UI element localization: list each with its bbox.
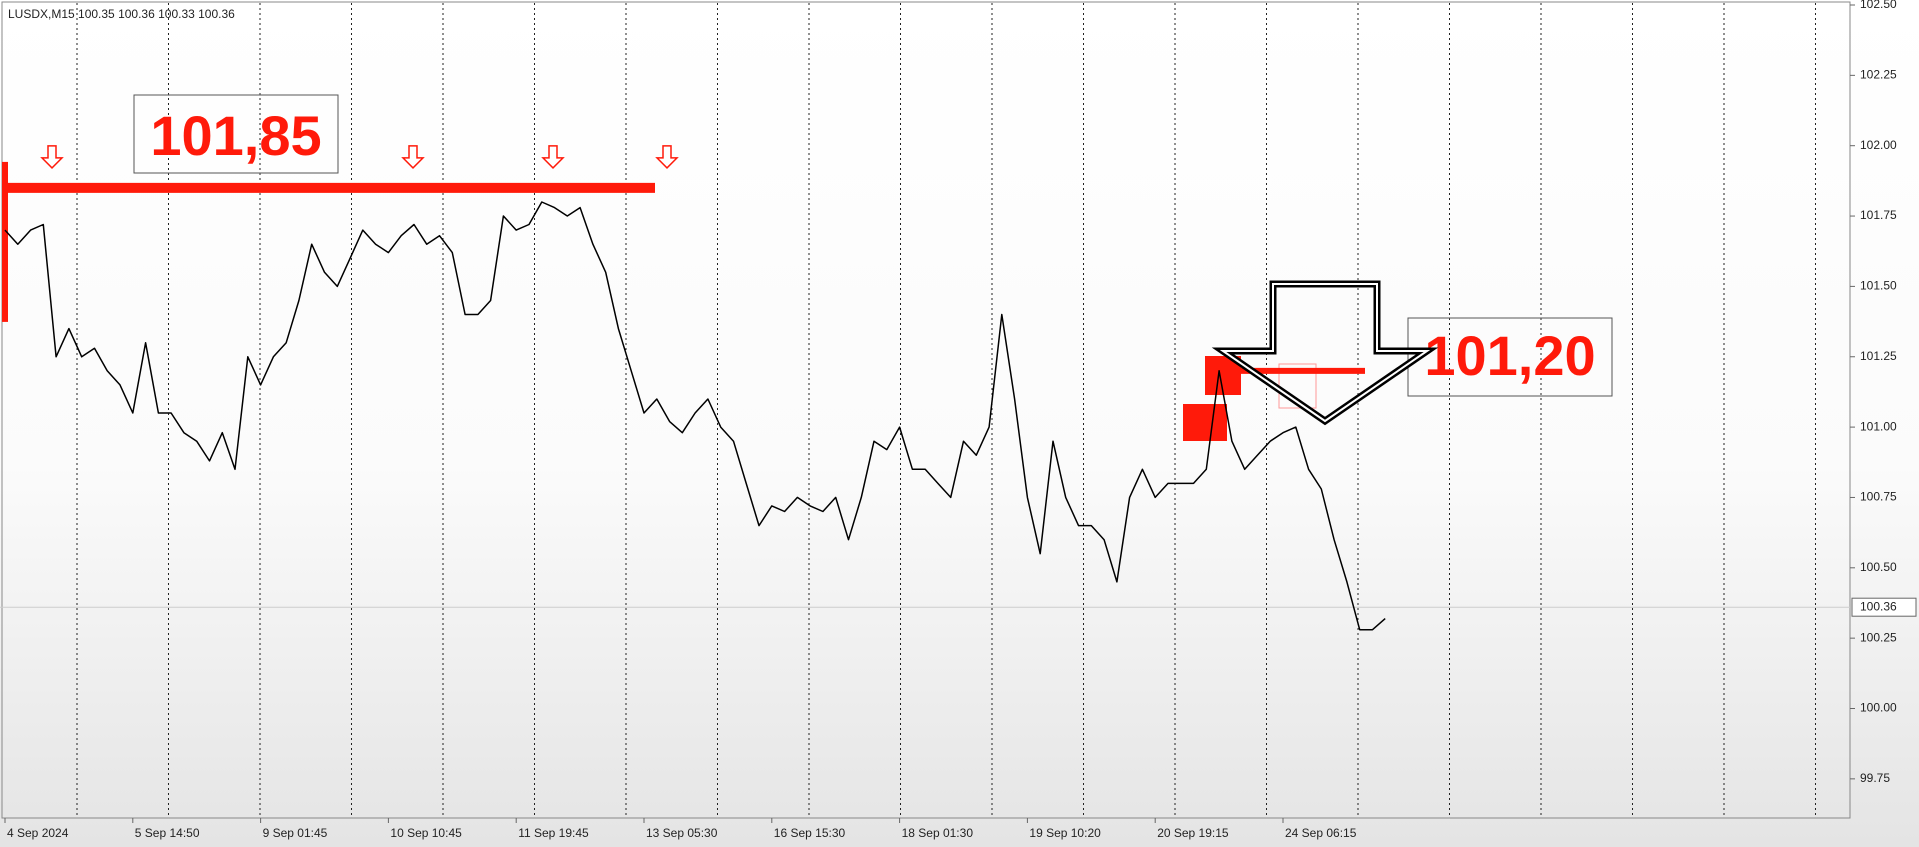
- price-line: [4, 201, 1386, 631]
- y-tick-label: 100.50: [1860, 560, 1897, 574]
- x-tick-label: 9 Sep 01:45: [263, 826, 328, 840]
- y-tick-label: 101.50: [1860, 279, 1897, 293]
- x-tick-label: 4 Sep 2024: [7, 826, 69, 840]
- x-tick-label: 20 Sep 19:15: [1157, 826, 1229, 840]
- x-tick-label: 24 Sep 06:15: [1285, 826, 1357, 840]
- small-arrow: [541, 145, 565, 169]
- last-price-box: [1851, 597, 1917, 617]
- level-box: [133, 94, 339, 174]
- y-tick-label: 100.00: [1860, 701, 1897, 715]
- plot-frame: [1, 1, 1851, 819]
- x-tick-label: 18 Sep 01:30: [902, 826, 974, 840]
- level-label: 101,85: [150, 104, 321, 167]
- level-bracket: [2, 161, 8, 322]
- small-arrow: [40, 145, 64, 169]
- x-tick-label: 11 Sep 19:45: [518, 826, 589, 840]
- y-tick-label: 100.75: [1860, 490, 1897, 504]
- level-box: [1407, 317, 1613, 397]
- level-label: 101,20: [1424, 324, 1595, 387]
- zone: [1183, 404, 1227, 441]
- y-tick-label: 101.75: [1860, 208, 1897, 222]
- y-tick-label: 101.00: [1860, 419, 1897, 433]
- small-arrow: [655, 145, 679, 169]
- x-tick-label: 19 Sep 10:20: [1029, 826, 1101, 840]
- x-tick-label: 16 Sep 15:30: [774, 826, 846, 840]
- small-arrow: [401, 145, 425, 169]
- chart-title: LUSDX,M15 100.35 100.36 100.33 100.36: [8, 7, 235, 21]
- y-tick-label: 99.75: [1860, 771, 1890, 785]
- y-tick-label: 101.25: [1860, 349, 1897, 363]
- y-tick-label: 102.50: [1860, 0, 1897, 11]
- last-price-label: 100.36: [1860, 599, 1897, 613]
- big-arrow-inner: [1219, 283, 1431, 423]
- y-tick-label: 102.00: [1860, 138, 1897, 152]
- x-tick-label: 10 Sep 10:45: [390, 826, 462, 840]
- y-tick-label: 102.25: [1860, 68, 1897, 82]
- x-tick-label: 5 Sep 14:50: [135, 826, 200, 840]
- y-tick-label: 100.25: [1860, 630, 1897, 644]
- x-tick-label: 13 Sep 05:30: [646, 826, 718, 840]
